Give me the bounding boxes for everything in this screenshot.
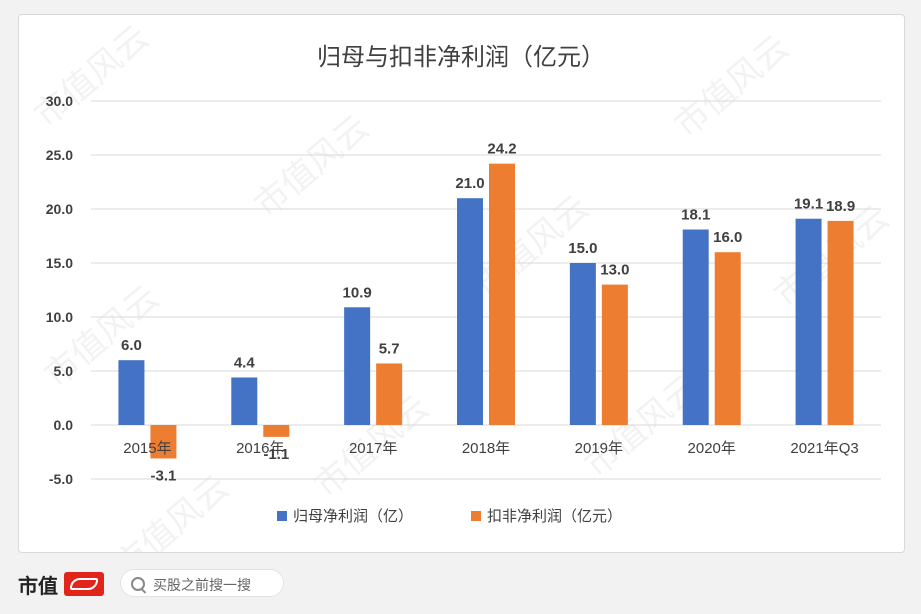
x-tick-label: 2018年 bbox=[462, 440, 510, 457]
data-label: 18.1 bbox=[681, 207, 710, 224]
bar-parent-net-profit bbox=[457, 198, 483, 425]
bar-deducted-net-profit bbox=[376, 363, 403, 425]
bar-parent-net-profit bbox=[682, 229, 709, 425]
search-icon bbox=[131, 577, 145, 591]
search-placeholder: 买股之前搜一搜 bbox=[153, 578, 251, 594]
data-label: 21.0 bbox=[455, 175, 484, 192]
bar-parent-net-profit bbox=[118, 360, 145, 425]
bar-deducted-net-profit bbox=[489, 163, 515, 425]
x-tick-label: 2019年 bbox=[575, 440, 623, 457]
data-label: 18.9 bbox=[826, 198, 855, 215]
data-labels: 6.0 -3.1 4.4 -1.1 10.9 5.7 21.024.2 15.013.0 18.… bbox=[121, 141, 855, 485]
legend: 归母净利润（亿） 扣非净利润（亿元） bbox=[277, 508, 622, 525]
brand-name: 市值 bbox=[18, 574, 58, 598]
legend-label: 扣非净利润（亿元） bbox=[487, 508, 622, 525]
bar-parent-net-profit bbox=[795, 218, 822, 425]
data-label: 24.2 bbox=[487, 141, 516, 158]
legend-label: 归母净利润（亿） bbox=[293, 508, 413, 525]
legend-swatch bbox=[471, 511, 481, 521]
bar-deducted-net-profit bbox=[263, 425, 290, 437]
watermark-text: 市值风云 bbox=[667, 28, 797, 146]
data-label: 19.1 bbox=[794, 196, 823, 213]
y-axis: -5.0 0.0 5.0 10.0 15.0 20.0 25.0 30.0 bbox=[46, 93, 73, 487]
x-axis: 2015年 2016年 2017年 2018年 2019年 2020年 2021年Q3 bbox=[123, 440, 859, 457]
y-tick-label: -5.0 bbox=[49, 471, 73, 487]
y-tick-label: 25.0 bbox=[46, 147, 73, 163]
data-label: 15.0 bbox=[568, 240, 597, 257]
y-tick-label: 30.0 bbox=[46, 93, 73, 109]
search-box[interactable]: 买股之前搜一搜 bbox=[120, 569, 284, 597]
x-tick-label: 2016年 bbox=[236, 440, 284, 457]
brand-logo-icon bbox=[64, 572, 104, 596]
bar-deducted-net-profit bbox=[827, 220, 854, 425]
chart-card: 市值风云市值风云市值风云市值风云市值风云市值风云市值风云市值风云市值风云 归母与… bbox=[18, 14, 905, 553]
legend-swatch bbox=[277, 511, 287, 521]
data-label: -1.1 bbox=[263, 446, 289, 463]
footer-bar: 市值 买股之前搜一搜 bbox=[0, 553, 921, 614]
watermark-text: 市值风云 bbox=[247, 108, 377, 226]
bar-deducted-net-profit bbox=[601, 284, 628, 425]
y-tick-label: 15.0 bbox=[46, 255, 73, 271]
watermark-text: 市值风云 bbox=[27, 18, 157, 136]
gridlines bbox=[91, 100, 881, 480]
y-tick-label: 20.0 bbox=[46, 201, 73, 217]
data-label: 6.0 bbox=[121, 337, 142, 354]
data-label: 13.0 bbox=[600, 262, 629, 279]
bar-deducted-net-profit bbox=[714, 252, 741, 425]
bar-parent-net-profit bbox=[569, 263, 596, 425]
bar-deducted-net-profit bbox=[150, 425, 177, 459]
data-label: 10.9 bbox=[343, 284, 372, 301]
bar-parent-net-profit bbox=[231, 377, 258, 425]
x-tick-label: 2020年 bbox=[688, 440, 736, 457]
x-tick-label: 2017年 bbox=[349, 440, 397, 457]
y-tick-label: 5.0 bbox=[54, 363, 74, 379]
chart-title: 归母与扣非净利润（亿元） bbox=[317, 44, 605, 71]
y-tick-label: 0.0 bbox=[54, 417, 74, 433]
y-tick-label: 10.0 bbox=[46, 309, 73, 325]
x-tick-label: 2015年 bbox=[123, 440, 171, 457]
bars bbox=[118, 163, 854, 459]
data-label: 16.0 bbox=[713, 229, 742, 246]
data-label: -3.1 bbox=[150, 467, 176, 484]
data-label: 4.4 bbox=[234, 354, 256, 371]
bar-parent-net-profit bbox=[344, 307, 371, 425]
x-tick-label: 2021年Q3 bbox=[790, 440, 858, 457]
bar-chart: 市值风云市值风云市值风云市值风云市值风云市值风云市值风云市值风云市值风云 归母与… bbox=[27, 18, 897, 552]
data-label: 5.7 bbox=[379, 340, 400, 357]
